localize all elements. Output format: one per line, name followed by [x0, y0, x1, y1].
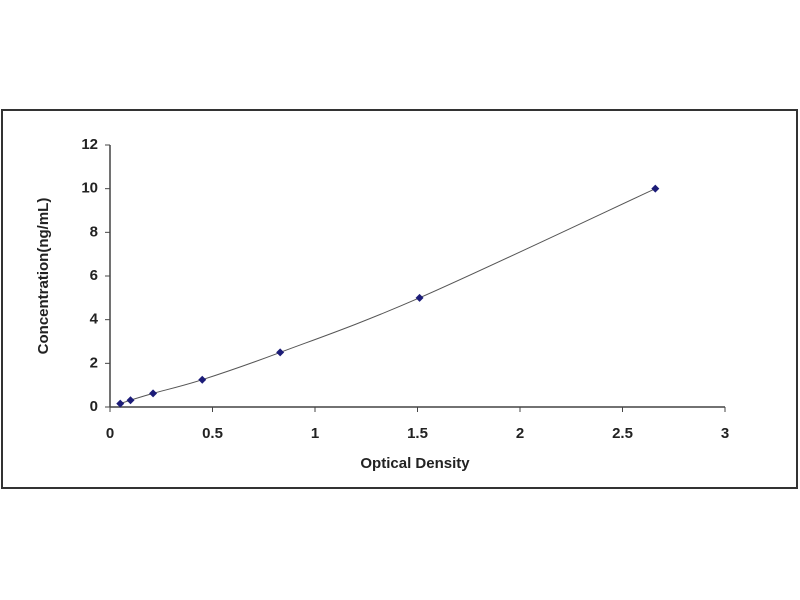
- fit-line: [120, 188, 656, 405]
- chart-frame: [1, 109, 798, 489]
- x-axis-label: Optical Density: [360, 455, 470, 472]
- x-tick-label: 1.5: [407, 425, 428, 442]
- data-point: [126, 396, 135, 405]
- data-point: [276, 348, 285, 357]
- y-tick-label: 0: [90, 398, 98, 415]
- data-point: [116, 399, 125, 408]
- x-tick-label: 3: [721, 425, 729, 442]
- data-point: [198, 375, 207, 384]
- x-tick-label: 0.5: [202, 425, 223, 442]
- x-tick-label: 2.5: [612, 425, 633, 442]
- y-tick-label: 4: [90, 311, 99, 328]
- x-tick-label: 2: [516, 425, 524, 442]
- y-tick-label: 10: [81, 180, 98, 197]
- x-tick-label: 1: [311, 425, 319, 442]
- x-tick-label: 0: [106, 425, 114, 442]
- y-axis-label: Concentration(ng/mL): [35, 198, 52, 355]
- data-point: [149, 389, 158, 398]
- data-point: [415, 293, 424, 302]
- y-tick-label: 12: [81, 136, 98, 153]
- y-tick-label: 6: [90, 267, 98, 284]
- data-point: [651, 184, 660, 193]
- y-tick-label: 8: [90, 223, 98, 240]
- y-tick-label: 2: [90, 354, 98, 371]
